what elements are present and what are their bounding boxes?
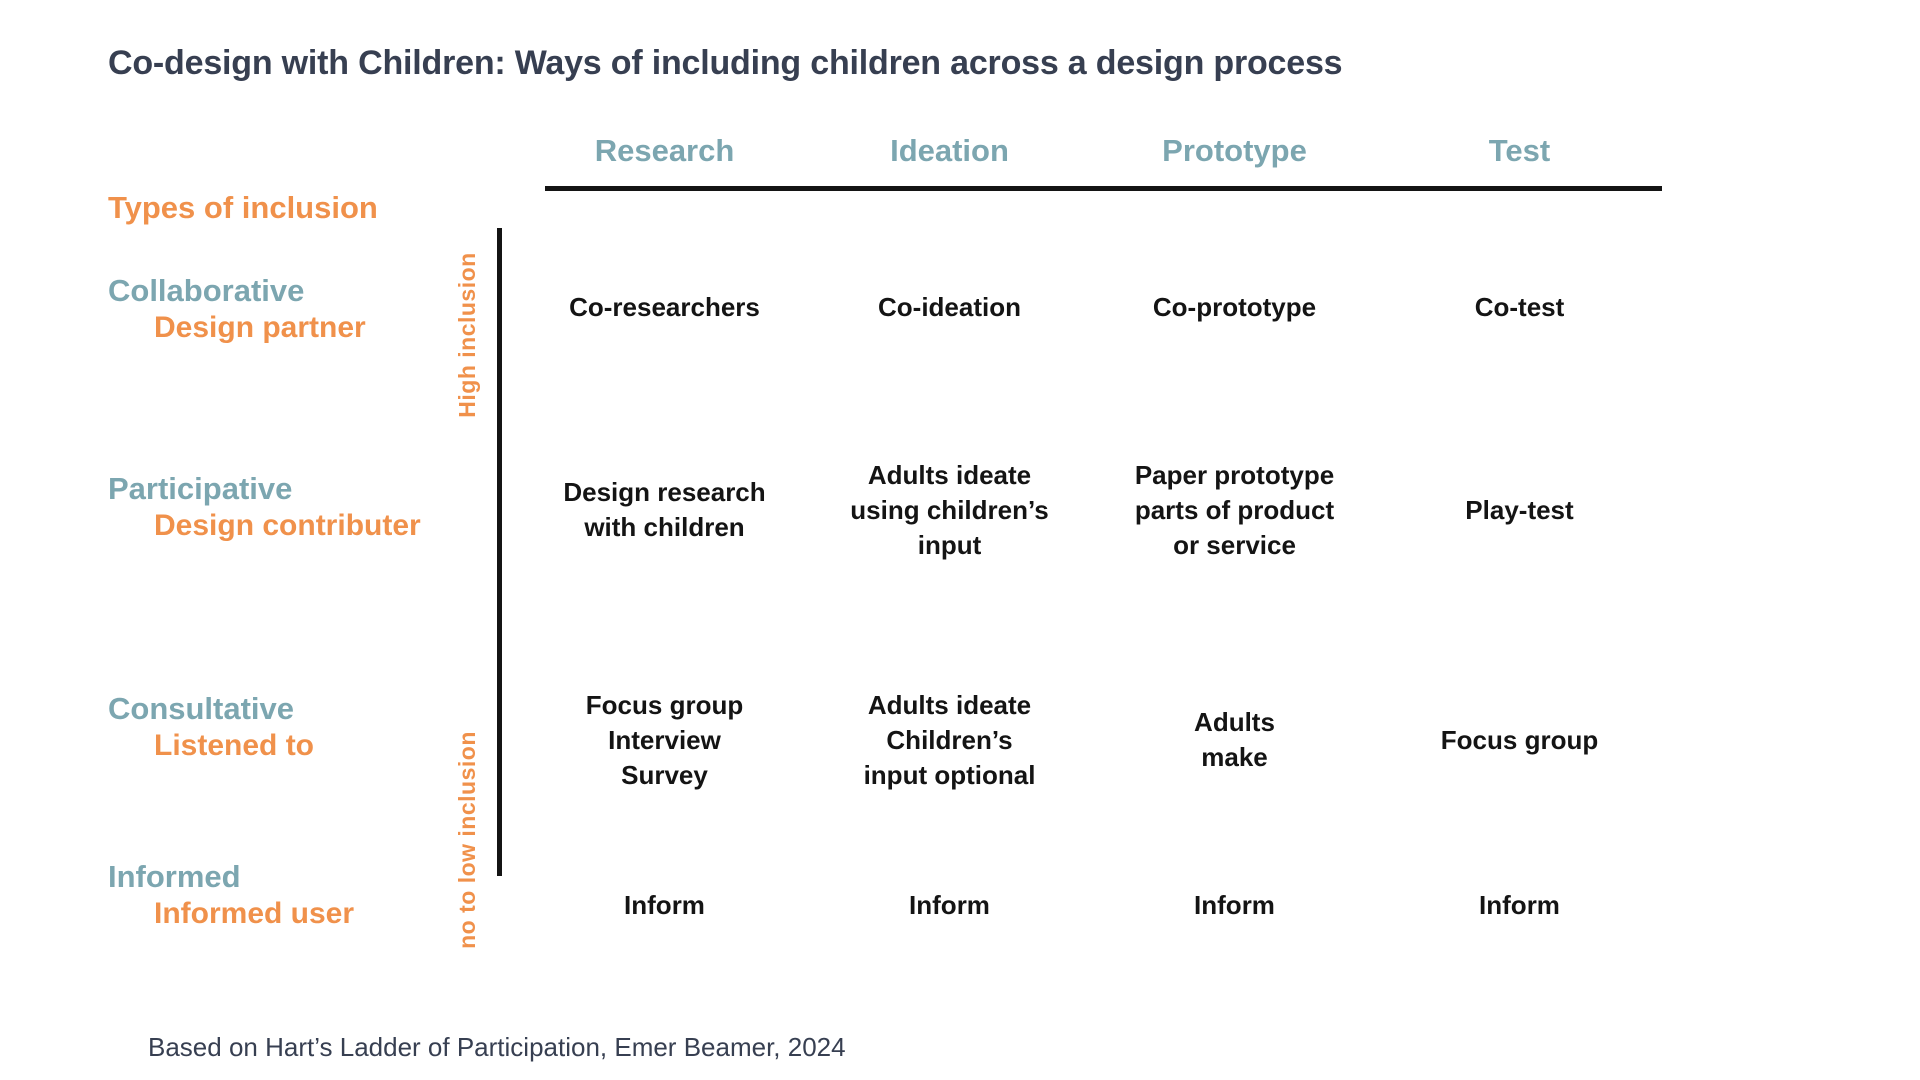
table-cell: Co-researchers: [569, 292, 760, 322]
table-cell: Co-prototype: [1152, 292, 1317, 322]
low-inclusion-label: no to low inclusion: [453, 731, 480, 949]
table-cell: Inform: [1479, 889, 1560, 920]
table-row-consultative: Focus group Interview Survey Adults idea…: [522, 665, 1662, 815]
attribution-text: Based on Hart’s Ladder of Participation,…: [148, 1032, 846, 1062]
table-cell: Paper prototype parts of product or serv…: [1134, 459, 1335, 560]
table-cell: Play-test: [1465, 494, 1574, 525]
inclusion-level-label: Collaborative: [108, 273, 305, 308]
table-row-informed: Inform Inform Inform Inform: [522, 872, 1662, 938]
inclusion-axis-line: [497, 228, 502, 876]
table-cell: Co-test: [1474, 292, 1565, 322]
table-cell: Inform: [624, 889, 705, 920]
table-row-collaborative: Co-researchers Co-ideation Co-prototype …: [522, 265, 1662, 350]
column-header-test: Test: [1488, 133, 1551, 168]
table-cell: Co-ideation: [878, 292, 1021, 322]
table-cell: Focus group: [1440, 724, 1599, 755]
header-underline: [545, 186, 1662, 191]
table-cell: Adults make: [1194, 707, 1275, 772]
row-axis-label: Types of inclusion: [108, 190, 378, 225]
table-row-participative: Design research with children Adults ide…: [522, 430, 1662, 590]
table-cell: Inform: [1194, 889, 1275, 920]
inclusion-level-label: Participative: [108, 471, 293, 506]
table-cell: Focus group Interview Survey: [585, 689, 744, 790]
row-label-informed: Informed Informed user: [108, 858, 354, 932]
column-header-prototype: Prototype: [1162, 133, 1307, 168]
page-title: Co-design with Children: Ways of includi…: [108, 44, 1343, 82]
inclusion-level-label: Consultative: [108, 691, 295, 726]
row-label-consultative: Consultative Listened to: [108, 690, 314, 764]
inclusion-role-label: Informed user: [154, 897, 355, 930]
table-cell: Adults ideate Children’s input optional: [863, 689, 1036, 790]
high-inclusion-label: High inclusion: [453, 252, 480, 418]
inclusion-role-label: Listened to: [154, 729, 315, 762]
inclusion-role-label: Design contributer: [154, 509, 421, 542]
table-cell: Inform: [909, 889, 990, 920]
inclusion-role-label: Design partner: [154, 311, 366, 344]
column-header-ideation: Ideation: [890, 133, 1009, 168]
table-cell: Design research with children: [563, 477, 766, 542]
row-label-participative: Participative Design contributer: [108, 470, 421, 544]
column-header-row: Research Ideation Prototype Test: [522, 130, 1662, 172]
row-label-collaborative: Collaborative Design partner: [108, 272, 366, 346]
column-header-research: Research: [594, 133, 735, 168]
inclusion-level-label: Informed: [108, 859, 241, 894]
table-cell: Adults ideate using children’s input: [850, 459, 1049, 560]
